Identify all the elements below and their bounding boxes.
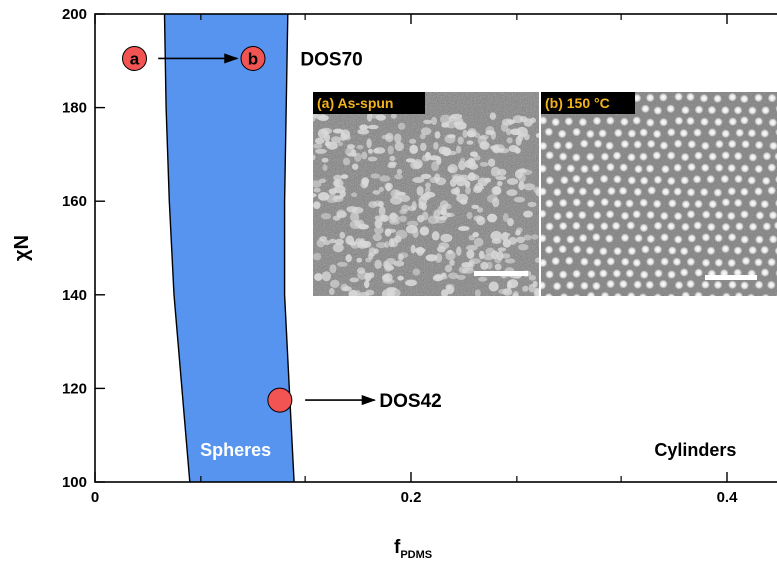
region-label: Cylinders (654, 440, 736, 460)
x-axis-title: fPDMS (394, 537, 432, 561)
point-a: a (122, 45, 147, 71)
region-label: Spheres (200, 440, 271, 460)
axis-ticks (94, 13, 728, 483)
plot-frame (94, 13, 777, 483)
y-tick-label: 100 (62, 474, 87, 491)
point-b: b (240, 45, 266, 71)
axis-tick-labels: 0 0.2 0.4 100 120 140 160 180 200 (62, 6, 738, 506)
point-label: b (248, 49, 258, 68)
y-tick-label: 120 (62, 380, 87, 397)
x-tick-label: 0.2 (401, 489, 422, 506)
annotation-label: DOS70 (300, 49, 362, 70)
y-tick-label: 180 (62, 100, 87, 117)
x-tick-label: 0 (91, 489, 99, 506)
scale-bar (705, 275, 757, 280)
region-labels: Spheres Cylinders (200, 440, 736, 460)
y-tick-label: 200 (62, 6, 87, 23)
y-axis-title: χN (11, 235, 33, 261)
arrows (158, 53, 377, 406)
inset-b-label: (b) 150 °C (545, 95, 610, 111)
y-tick-label: 140 (62, 287, 87, 304)
point-dos42 (267, 387, 293, 413)
inset-as-spun-image: (a) As-spun (313, 92, 539, 296)
left-phase-boundary (163, 13, 191, 483)
inset-annealed-image: (b) 150 °C (541, 92, 777, 296)
annotation-label: DOS42 (379, 391, 441, 412)
spheres-region (164, 14, 295, 482)
annotations: DOS70 DOS42 (300, 49, 441, 412)
scale-bar (474, 271, 528, 276)
y-tick-label: 160 (62, 193, 87, 210)
x-tick-label: 0.4 (717, 489, 739, 506)
inset-a-label: (a) As-spun (317, 95, 393, 111)
point-label: a (130, 49, 140, 68)
